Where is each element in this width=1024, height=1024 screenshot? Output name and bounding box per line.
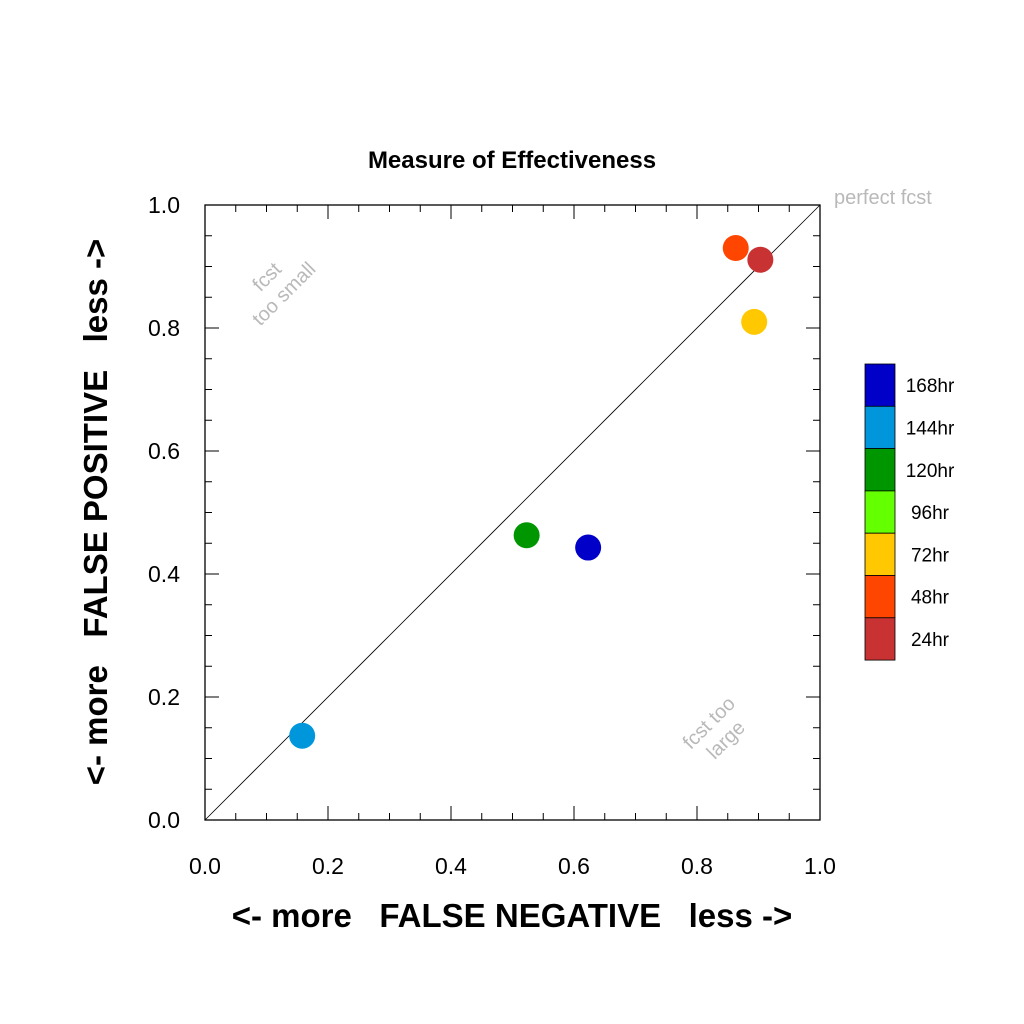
- axis-ticks: [204, 204, 821, 821]
- chart-title: Measure of Effectiveness: [368, 147, 656, 174]
- y-tick-labels: 0.0 0.2 0.4 0.6 0.8 1.0: [148, 192, 180, 833]
- x-tick-labels: 0.0 0.2 0.4 0.6 0.8 1.0: [189, 853, 836, 879]
- y-tick-label: 0.2: [148, 684, 180, 710]
- legend-label-48hr: 48hr: [911, 588, 950, 609]
- data-point-168hr: [575, 534, 602, 561]
- legend-swatch-72hr: [864, 532, 896, 576]
- legend-label-72hr: 72hr: [911, 545, 950, 566]
- x-axis-title: <- more FALSE NEGATIVE less ->: [232, 897, 793, 934]
- y-tick-label: 0.4: [148, 561, 180, 587]
- legend: 168hr 144hr 120hr 96hr 72hr 48hr 24hr: [864, 363, 955, 661]
- legend-label-120hr: 120hr: [906, 461, 955, 482]
- y-tick-label: 0.6: [148, 438, 180, 464]
- x-tick-label: 0.2: [312, 853, 344, 879]
- legend-label-144hr: 144hr: [906, 418, 955, 439]
- legend-swatch-144hr: [864, 405, 896, 449]
- y-axis-title: <- more FALSE POSITIVE less ->: [77, 239, 114, 786]
- legend-label-96hr: 96hr: [911, 503, 950, 524]
- legend-swatch-168hr: [864, 363, 896, 407]
- x-tick-label: 0.8: [681, 853, 713, 879]
- perfect-forecast-label: perfect fcst: [834, 187, 932, 209]
- forecast-too-large-label: fcst too large: [679, 693, 750, 764]
- forecast-too-small-label: fcst too small: [248, 258, 320, 330]
- plot-area: [204, 204, 821, 821]
- legend-swatch-48hr: [864, 575, 896, 619]
- legend-swatch-24hr: [864, 617, 896, 661]
- legend-label-24hr: 24hr: [911, 630, 950, 651]
- perfect-forecast-diagonal: [204, 204, 821, 821]
- data-points: [289, 235, 774, 749]
- x-tick-label: 0.4: [435, 853, 467, 879]
- legend-swatch-120hr: [864, 448, 896, 492]
- data-point-24hr: [747, 246, 774, 273]
- data-point-120hr: [513, 522, 540, 549]
- y-tick-label: 0.8: [148, 315, 180, 341]
- data-point-72hr: [741, 308, 768, 335]
- data-point-144hr: [289, 722, 316, 749]
- x-tick-label: 0.0: [189, 853, 221, 879]
- y-tick-label: 0.0: [148, 807, 180, 833]
- legend-label-168hr: 168hr: [906, 376, 955, 397]
- y-tick-label: 1.0: [148, 192, 180, 218]
- data-point-48hr: [722, 235, 749, 262]
- x-tick-label: 1.0: [804, 853, 836, 879]
- legend-swatch-96hr: [864, 490, 896, 534]
- x-tick-label: 0.6: [558, 853, 590, 879]
